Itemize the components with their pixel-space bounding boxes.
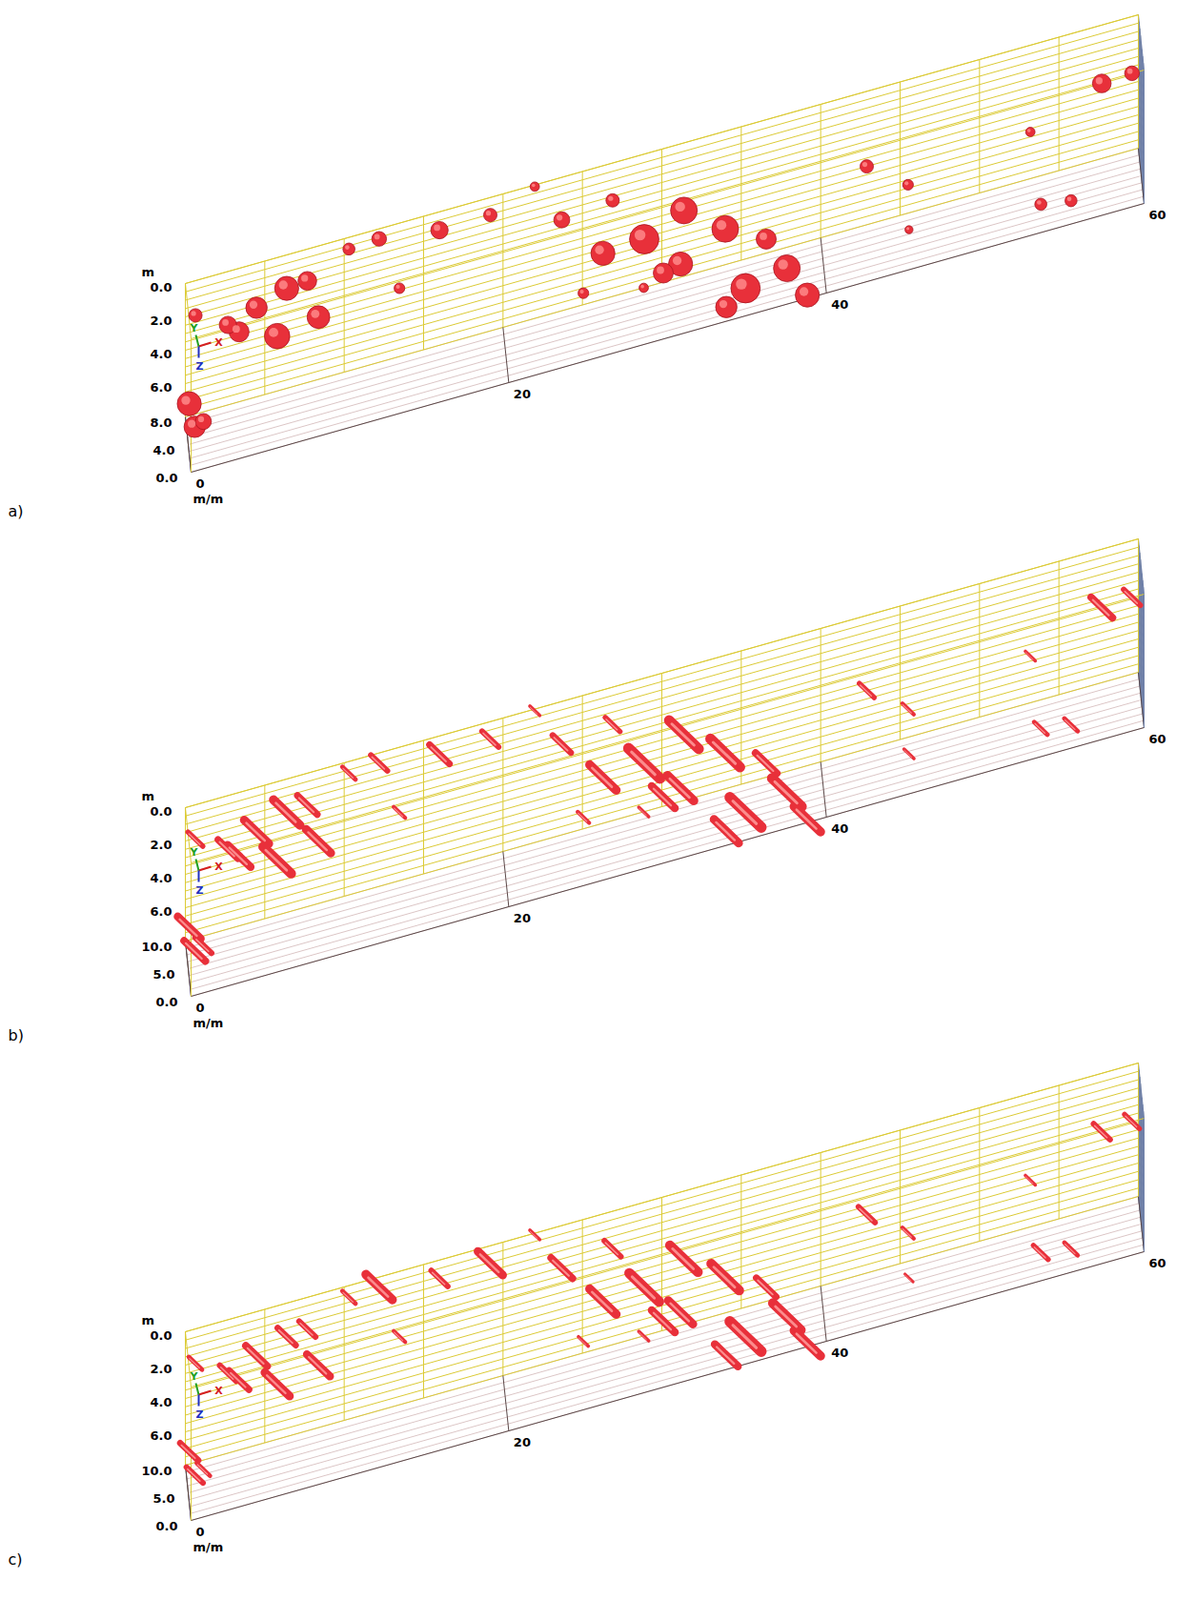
svg-text:m: m (141, 789, 156, 804)
svg-text:0.0: 0.0 (149, 1328, 172, 1343)
svg-text:m: m (141, 1313, 156, 1328)
svg-text:2.0: 2.0 (149, 313, 172, 328)
svg-text:0.0: 0.0 (149, 280, 172, 295)
svg-text:0: 0 (196, 1000, 205, 1015)
svg-text:m: m (141, 264, 156, 280)
svg-text:4.0: 4.0 (149, 1395, 172, 1410)
svg-text:40: 40 (831, 1345, 849, 1360)
svg-text:6.0: 6.0 (149, 904, 172, 919)
svg-text:Y: Y (189, 1370, 200, 1383)
svg-text:m/m: m/m (193, 1540, 224, 1555)
svg-text:60: 60 (1149, 1256, 1167, 1271)
svg-text:Z: Z (196, 1408, 204, 1421)
svg-text:5.0: 5.0 (152, 1491, 175, 1506)
svg-text:5.0: 5.0 (152, 967, 175, 982)
svg-text:6.0: 6.0 (149, 380, 172, 395)
svg-text:60: 60 (1149, 207, 1167, 223)
svg-text:10.0: 10.0 (141, 1463, 172, 1479)
svg-text:4.0: 4.0 (149, 871, 172, 886)
svg-text:X: X (214, 860, 223, 873)
svg-text:10.0: 10.0 (141, 939, 172, 954)
svg-text:Z: Z (196, 360, 204, 373)
svg-text:Y: Y (189, 322, 200, 335)
svg-text:60: 60 (1149, 731, 1167, 747)
svg-text:m/m: m/m (193, 1015, 224, 1031)
svg-text:a): a) (8, 502, 24, 521)
svg-text:2.0: 2.0 (149, 837, 172, 852)
svg-text:20: 20 (513, 1435, 531, 1450)
svg-text:0.0: 0.0 (155, 994, 178, 1010)
svg-text:2.0: 2.0 (149, 1361, 172, 1377)
svg-text:0: 0 (196, 476, 205, 491)
svg-text:0.0: 0.0 (155, 470, 178, 486)
svg-text:X: X (214, 1384, 223, 1398)
svg-text:4.0: 4.0 (152, 443, 175, 458)
svg-text:m/m: m/m (193, 491, 224, 507)
svg-text:6.0: 6.0 (149, 1428, 172, 1443)
svg-text:20: 20 (513, 911, 531, 926)
svg-text:0.0: 0.0 (149, 804, 172, 819)
svg-text:Z: Z (196, 884, 204, 897)
svg-text:40: 40 (831, 297, 849, 312)
svg-text:Y: Y (189, 846, 200, 859)
svg-text:c): c) (8, 1550, 23, 1569)
svg-text:b): b) (8, 1026, 24, 1045)
svg-text:8.0: 8.0 (149, 415, 172, 430)
svg-text:0.0: 0.0 (155, 1519, 178, 1534)
svg-text:X: X (214, 336, 223, 349)
svg-text:4.0: 4.0 (149, 346, 172, 362)
svg-text:20: 20 (513, 386, 531, 402)
svg-text:40: 40 (831, 821, 849, 836)
svg-text:0: 0 (196, 1524, 205, 1540)
